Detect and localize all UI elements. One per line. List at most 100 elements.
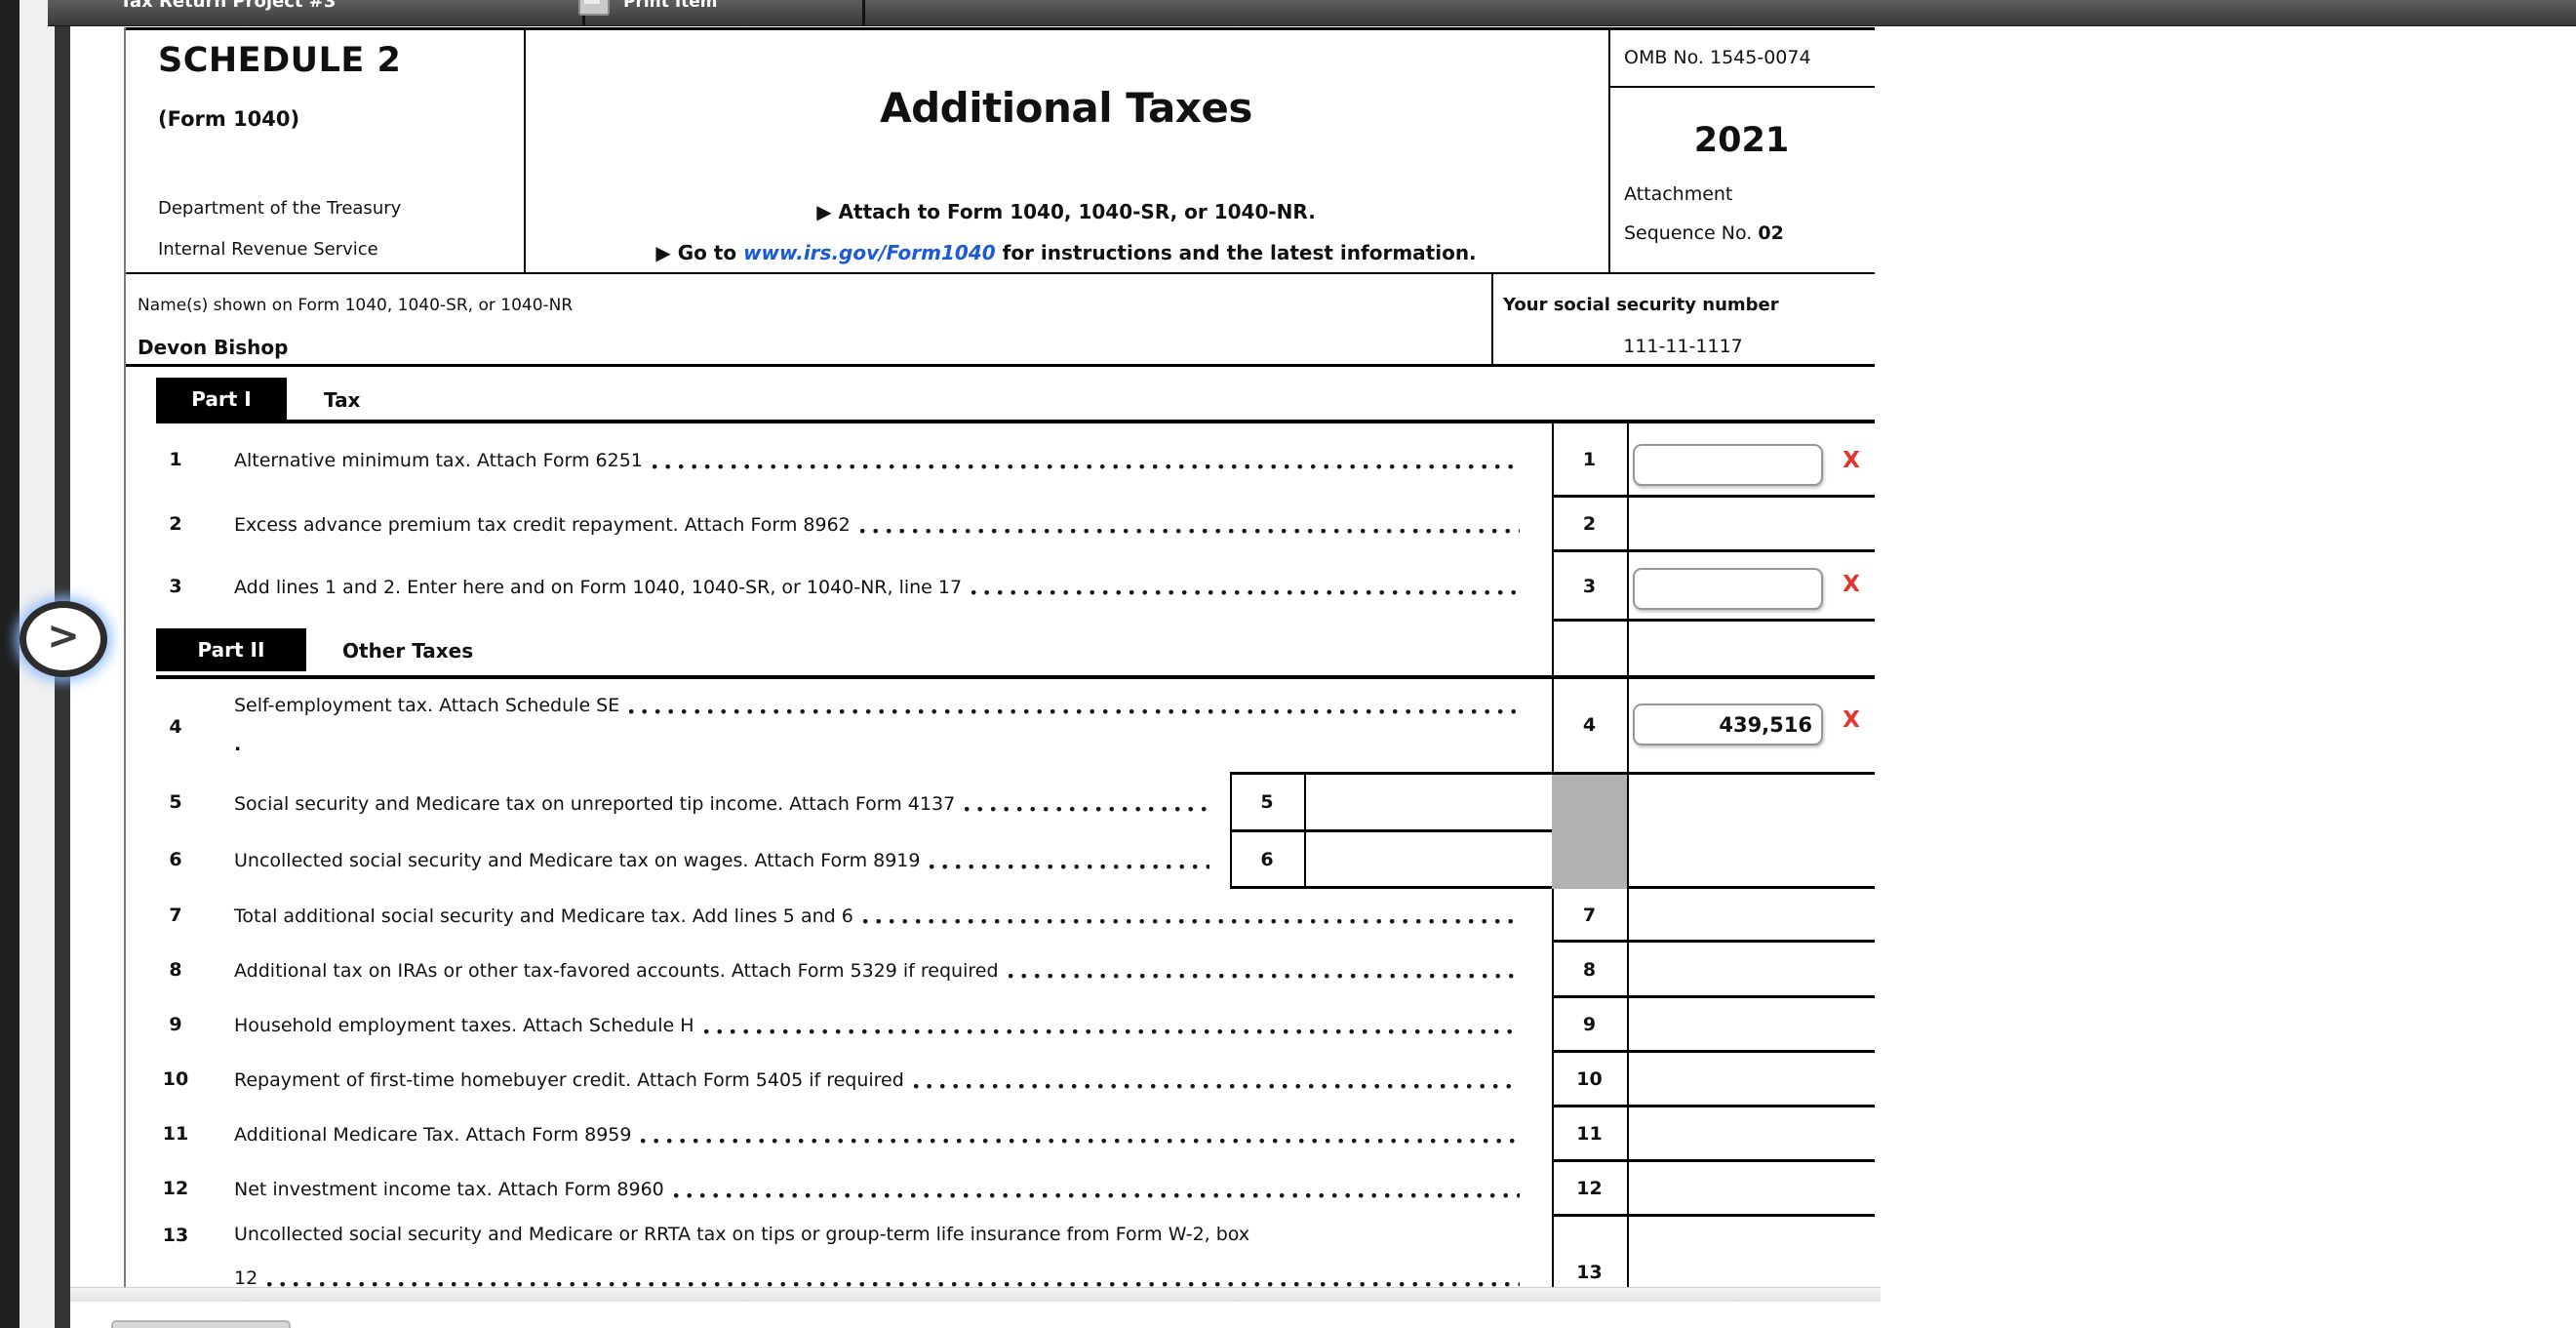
line-number: 3 xyxy=(169,576,182,597)
line-number-box: 12 xyxy=(1576,1178,1603,1199)
irs-form1040-link[interactable]: www.irs.gov/Form1040 xyxy=(743,241,996,264)
line-number-box: 10 xyxy=(1576,1068,1603,1090)
row-separator xyxy=(1552,995,1875,998)
line-description: Excess advance premium tax credit repaym… xyxy=(234,498,1524,552)
line-number-box: 1 xyxy=(1582,449,1597,470)
toolbar: Tax Return Project #3 Print Item xyxy=(48,0,2576,26)
sequence-number: Sequence No. 02 xyxy=(1624,222,1784,244)
row-separator xyxy=(1552,1105,1875,1107)
line3-amount-input[interactable] xyxy=(1633,568,1823,610)
line-text: Uncollected social security and Medicare… xyxy=(234,1224,1250,1245)
part2-badge: Part II xyxy=(156,628,306,671)
line-number: 8 xyxy=(169,959,182,981)
line4-amount-input[interactable]: 439,516 xyxy=(1633,704,1823,745)
expand-panel-button[interactable]: > xyxy=(20,601,107,677)
form-row-line1: 1 Alternative minimum tax. Attach Form 6… xyxy=(126,423,1875,498)
line-number: 4 xyxy=(169,716,182,738)
line1-clear-button[interactable]: X xyxy=(1843,448,1860,473)
line-number-box: 3 xyxy=(1582,576,1597,597)
form-row-line11: 11 Additional Medicare Tax. Attach Form … xyxy=(126,1107,1875,1162)
form-row-line6: 6 Uncollected social security and Medica… xyxy=(126,832,1875,889)
line-text: Additional Medicare Tax. Attach Form 895… xyxy=(234,1124,632,1146)
line-description: Self-employment tax. Attach Schedule SE xyxy=(234,687,1524,724)
print-item-button[interactable]: Print Item xyxy=(575,0,857,25)
left-edge-strip xyxy=(0,0,20,1328)
line-description: Additional Medicare Tax. Attach Form 895… xyxy=(234,1107,1524,1162)
header-divider xyxy=(524,30,526,273)
line-description: Add lines 1 and 2. Enter here and on For… xyxy=(234,552,1524,622)
name-band-bottom-line xyxy=(126,364,1875,367)
omb-number: OMB No. 1545-0074 xyxy=(1624,47,1811,68)
form-left-border xyxy=(124,27,126,1301)
agency-line2: Internal Revenue Service xyxy=(158,239,378,260)
inner-line-number-box: 6 xyxy=(1260,849,1274,870)
part1-badge: Part I xyxy=(156,378,287,421)
line-description: Household employment taxes. Attach Sched… xyxy=(234,998,1524,1053)
part1-title: Tax xyxy=(324,388,361,412)
schedule2-form: SCHEDULE 2 (Form 1040) Department of the… xyxy=(126,27,1875,1301)
attach-instruction: ▶ Attach to Form 1040, 1040-SR, or 1040-… xyxy=(816,200,1316,223)
schedule-label: SCHEDULE 2 xyxy=(158,41,402,80)
line1-amount-input[interactable] xyxy=(1633,444,1823,486)
line-number: 1 xyxy=(169,449,182,470)
dot-leader xyxy=(930,864,1209,869)
dot-leader xyxy=(673,1192,1520,1198)
dot-leader xyxy=(629,708,1520,714)
line-description-continued: 12 xyxy=(234,1268,1524,1289)
dot-leader xyxy=(971,590,1520,595)
row-separator xyxy=(1552,1050,1875,1053)
line-number-box: 11 xyxy=(1576,1123,1603,1145)
line4-clear-button[interactable]: X xyxy=(1843,707,1860,733)
dot-leader xyxy=(652,463,1520,469)
line-number-box: 13 xyxy=(1576,1262,1603,1283)
toolbar-title: Tax Return Project #3 xyxy=(120,0,337,12)
row-separator xyxy=(1552,619,1875,622)
line-text: Social security and Medicare tax on unre… xyxy=(234,792,956,815)
form-row-line7: 7 Total additional social security and M… xyxy=(126,889,1875,943)
row-separator xyxy=(1230,772,1875,775)
line-description: Uncollected social security and Medicare… xyxy=(234,832,1213,889)
line-number-box: 2 xyxy=(1582,513,1597,535)
form-row-line8: 8 Additional tax on IRAs or other tax-fa… xyxy=(126,943,1875,998)
line-text: Excess advance premium tax credit repaym… xyxy=(234,514,851,536)
line-number-box: 7 xyxy=(1582,905,1597,926)
print-item-label: Print Item xyxy=(623,0,718,12)
line-number-box: 8 xyxy=(1582,959,1597,981)
form-row-line10: 10 Repayment of first-time homebuyer cre… xyxy=(126,1053,1875,1107)
form-top-border xyxy=(126,27,1875,30)
form-number-label: (Form 1040) xyxy=(158,107,300,131)
line-text: Add lines 1 and 2. Enter here and on For… xyxy=(234,576,963,598)
omb-underline xyxy=(1608,86,1875,88)
ssn-label: Your social security number xyxy=(1503,295,1779,315)
ssn-value: 111-11-1117 xyxy=(1623,336,1743,357)
form-row-line2: 2 Excess advance premium tax credit repa… xyxy=(126,498,1875,552)
agency-line1: Department of the Treasury xyxy=(158,198,402,219)
line-text: 12 xyxy=(234,1268,258,1289)
line-number: 2 xyxy=(169,513,182,535)
form-row-line3: 3 Add lines 1 and 2. Enter here and on F… xyxy=(126,552,1875,622)
line-text-continued: . xyxy=(234,734,242,755)
line-description: Alternative minimum tax. Attach Form 625… xyxy=(234,423,1524,498)
line-number: 9 xyxy=(169,1014,182,1035)
line-description: Total additional social security and Med… xyxy=(234,889,1524,943)
tax-year: 2021 xyxy=(1693,121,1790,160)
horizontal-scrollbar-thumb[interactable] xyxy=(111,1320,291,1328)
dot-leader xyxy=(1008,974,1520,979)
line-number-box: 9 xyxy=(1582,1014,1597,1035)
line-text: Net investment income tax. Attach Form 8… xyxy=(234,1179,664,1200)
taxpayer-name: Devon Bishop xyxy=(138,336,289,359)
inner-box-divider xyxy=(1304,775,1306,889)
dot-leader xyxy=(641,1138,1520,1144)
line-text: Additional tax on IRAs or other tax-favo… xyxy=(234,959,999,982)
header-divider xyxy=(1608,30,1610,273)
line-description: Additional tax on IRAs or other tax-favo… xyxy=(234,943,1524,998)
line-text: Total additional social security and Med… xyxy=(234,905,853,927)
form-row-line12: 12 Net investment income tax. Attach For… xyxy=(126,1162,1875,1217)
line-text: Alternative minimum tax. Attach Form 625… xyxy=(234,450,643,471)
line-number: 5 xyxy=(169,791,182,813)
dot-leader xyxy=(267,1281,1520,1287)
row-separator xyxy=(1552,1159,1875,1162)
line3-clear-button[interactable]: X xyxy=(1843,572,1860,597)
line-number: 7 xyxy=(169,905,182,926)
line-number-box: 4 xyxy=(1582,714,1597,736)
